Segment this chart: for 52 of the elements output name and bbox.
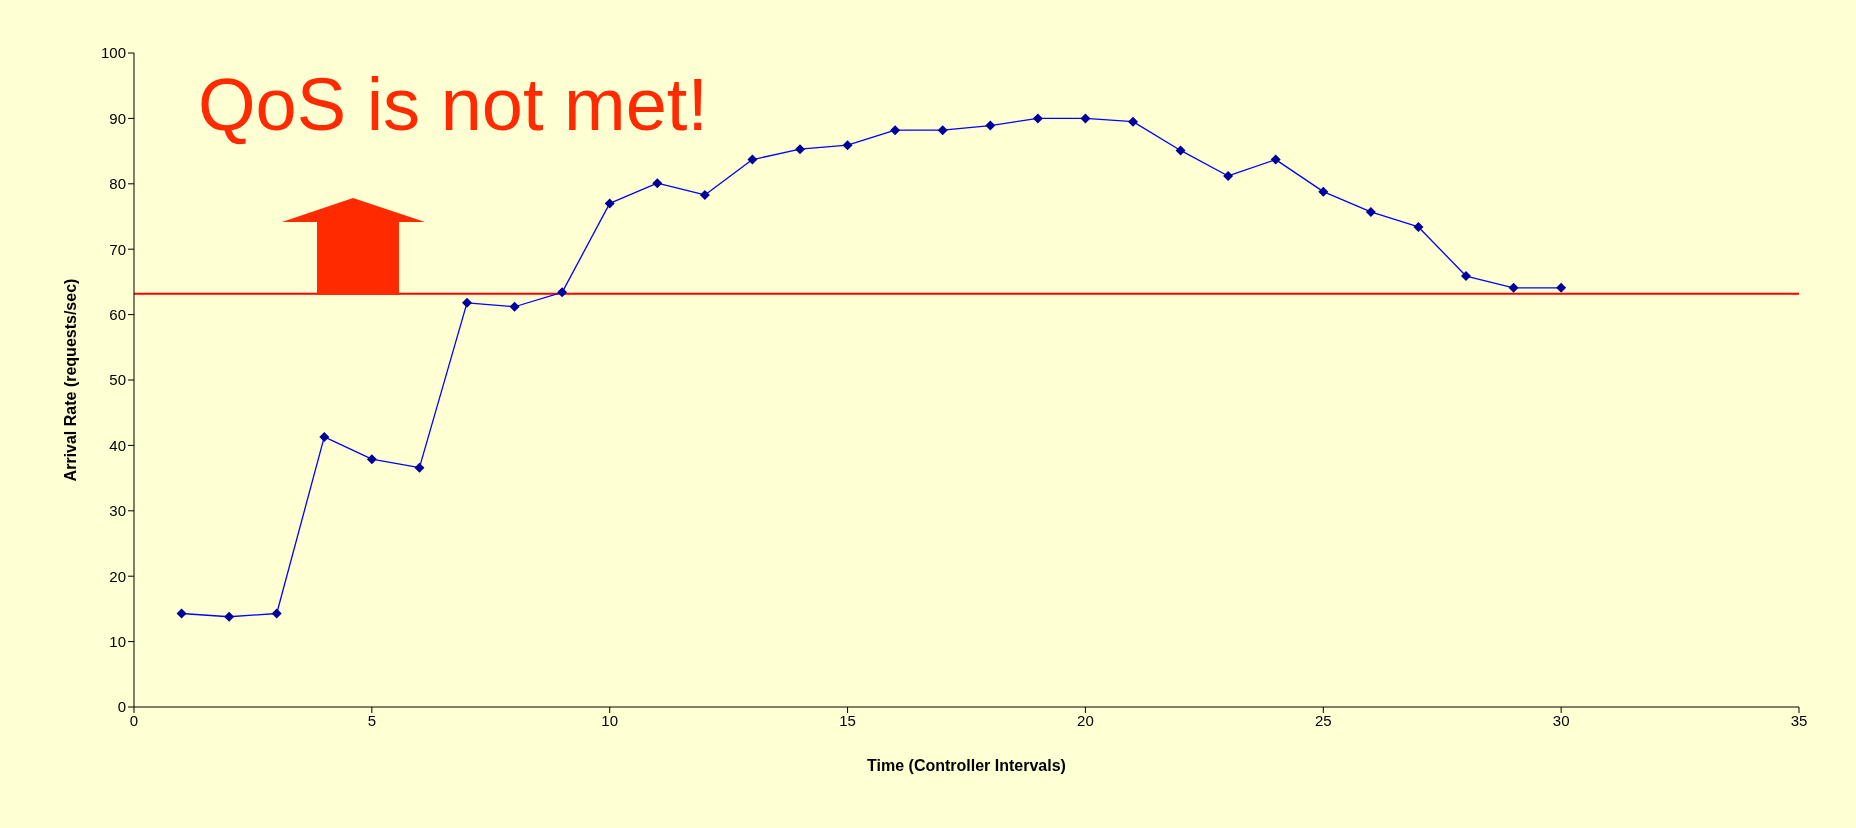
point [937, 125, 948, 136]
point [414, 462, 425, 473]
point [271, 608, 282, 619]
point [1032, 113, 1043, 124]
y-tick-label: 20 [109, 567, 126, 585]
point [224, 611, 235, 622]
point [699, 189, 710, 200]
x-axis-title: Time (Controller Intervals) [867, 757, 1066, 774]
point [1508, 282, 1519, 293]
point [176, 608, 187, 619]
point [509, 301, 520, 312]
point [747, 154, 758, 165]
point [1128, 116, 1138, 127]
y-tick-label: 90 [109, 109, 126, 127]
x-tick-label: 10 [601, 711, 619, 729]
point [842, 140, 853, 151]
point [604, 198, 615, 209]
x-tick-label: 5 [367, 711, 377, 729]
point [795, 144, 805, 155]
y-tick-label: 30 [109, 502, 126, 520]
y-tick-label: 60 [109, 305, 126, 323]
point [652, 178, 663, 189]
point [1413, 221, 1424, 232]
y-tick-label: 80 [109, 175, 126, 193]
y-axis-title: Arrival Rate (requests/sec) [61, 278, 79, 482]
y-tick-label: 40 [109, 436, 126, 454]
y-tick-label: 50 [109, 371, 126, 389]
point [319, 431, 330, 442]
x-tick-label: 15 [839, 711, 856, 729]
point [985, 120, 996, 131]
x-tick-label: 35 [1790, 711, 1808, 729]
x-tick-label: 30 [1552, 711, 1570, 729]
point [1365, 206, 1376, 217]
point [462, 297, 472, 308]
point [1556, 282, 1567, 293]
point [1461, 271, 1471, 282]
point [1318, 186, 1329, 197]
y-tick-label: 100 [100, 44, 126, 62]
y-tick-label: 0 [117, 698, 126, 716]
y-tick-label: 70 [109, 240, 126, 258]
point [366, 454, 377, 465]
point [1080, 113, 1091, 124]
point [890, 125, 901, 136]
x-tick-label: 25 [1314, 711, 1332, 729]
x-tick-label: 20 [1077, 711, 1094, 729]
point [1223, 170, 1234, 181]
point [557, 287, 568, 298]
point [1175, 145, 1186, 156]
annotation: QoS is not met! [198, 63, 708, 146]
x-tick-label: 0 [129, 711, 139, 729]
y-tick-label: 10 [109, 632, 126, 650]
point [1270, 154, 1281, 165]
